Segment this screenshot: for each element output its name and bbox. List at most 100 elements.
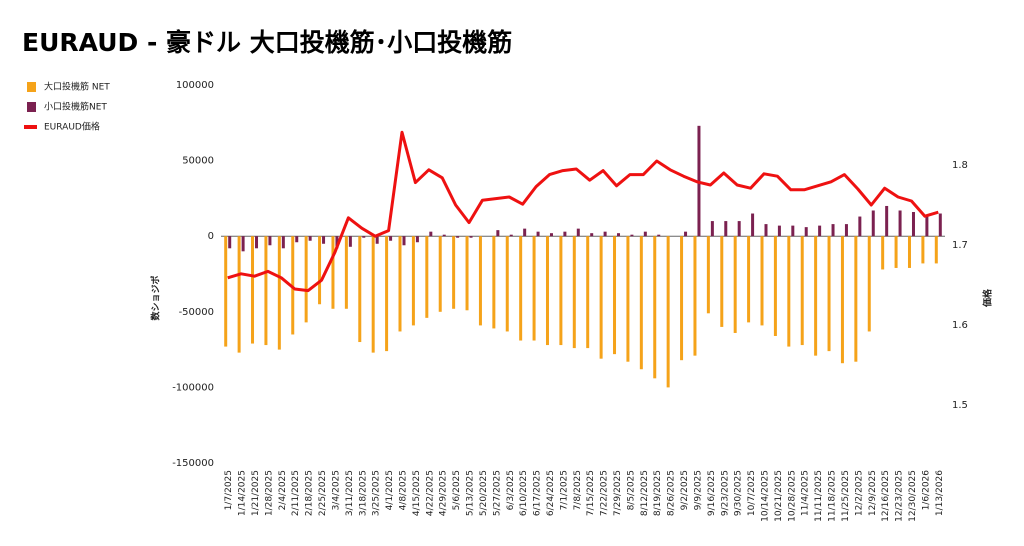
bar xyxy=(224,236,228,347)
bar xyxy=(228,236,232,249)
legend-swatch xyxy=(24,125,37,129)
x-tick-label: 12/2/2025 xyxy=(854,470,864,516)
bar xyxy=(277,236,281,350)
bar xyxy=(362,236,366,238)
x-tick-label: 4/29/2025 xyxy=(439,470,449,516)
x-tick-label: 11/25/2025 xyxy=(841,470,851,522)
x-tick-label: 2/18/2025 xyxy=(305,470,315,516)
bar xyxy=(791,225,795,237)
bar xyxy=(268,236,272,246)
x-tick-label: 2/4/2025 xyxy=(278,470,288,510)
x-tick-label: 5/20/2025 xyxy=(479,470,489,516)
x-tick-label: 7/15/2025 xyxy=(586,470,596,516)
bar xyxy=(375,236,379,244)
bar xyxy=(818,225,822,237)
x-tick-label: 11/11/2025 xyxy=(814,470,824,522)
x-tick-label: 6/10/2025 xyxy=(519,470,529,516)
legend-swatch xyxy=(27,82,36,92)
bar xyxy=(505,236,509,332)
bar xyxy=(706,236,710,314)
bar xyxy=(773,236,777,336)
bar xyxy=(657,234,661,237)
bar xyxy=(331,236,335,309)
bar xyxy=(402,236,406,246)
x-tick-label: 5/27/2025 xyxy=(492,470,502,516)
bar xyxy=(814,236,818,356)
y-tick-label: -100000 xyxy=(172,382,214,393)
x-tick-label: 3/11/2025 xyxy=(345,470,355,516)
x-tick-label: 10/21/2025 xyxy=(774,470,784,522)
x-tick-label: 11/4/2025 xyxy=(801,470,811,516)
bar xyxy=(693,236,697,356)
bar xyxy=(456,236,460,238)
x-tick-label: 1/14/2025 xyxy=(238,470,248,516)
bar xyxy=(724,221,728,237)
bar xyxy=(523,228,527,237)
bar xyxy=(643,231,647,237)
bar xyxy=(281,236,285,249)
y-tick-label: 50000 xyxy=(182,156,214,167)
x-tick-label: 9/2/2025 xyxy=(680,470,690,510)
x-tick-label: 10/7/2025 xyxy=(747,470,757,516)
x-tick-label: 3/18/2025 xyxy=(358,470,368,516)
bar xyxy=(907,236,911,268)
bar xyxy=(519,236,523,341)
bar xyxy=(934,236,938,264)
bar xyxy=(478,236,482,326)
bar xyxy=(251,236,255,344)
bar xyxy=(599,236,603,359)
bar xyxy=(496,230,500,237)
x-tick-label: 8/5/2025 xyxy=(626,470,636,510)
bar xyxy=(751,213,755,237)
y-tick-label: 100000 xyxy=(176,80,214,91)
bar xyxy=(563,231,567,237)
bar xyxy=(653,236,657,379)
bar xyxy=(626,236,630,362)
legend-swatch xyxy=(27,102,36,112)
bar xyxy=(800,236,804,346)
x-tick-label: 10/14/2025 xyxy=(761,470,771,522)
bar xyxy=(398,236,402,332)
bar xyxy=(411,236,415,326)
bar xyxy=(572,236,576,349)
bar xyxy=(308,236,312,241)
y2-axis-title: 価格 xyxy=(982,288,994,308)
bar xyxy=(385,236,389,352)
bar xyxy=(425,236,429,318)
bar xyxy=(465,236,469,311)
bar xyxy=(787,236,791,347)
y-tick-label: -50000 xyxy=(179,307,214,318)
bar xyxy=(720,236,724,327)
bar xyxy=(492,236,496,329)
bar xyxy=(371,236,375,353)
x-tick-label: 12/30/2025 xyxy=(908,470,918,522)
bar xyxy=(344,236,348,309)
x-tick-label: 6/24/2025 xyxy=(546,470,556,516)
bar xyxy=(255,236,259,249)
x-tick-label: 12/9/2025 xyxy=(868,470,878,516)
bar xyxy=(237,236,241,353)
bar xyxy=(747,236,751,323)
x-tick-label: 9/9/2025 xyxy=(693,470,703,510)
bar xyxy=(576,228,580,237)
bar xyxy=(429,231,433,237)
legend-label: 大口投機筋 NET xyxy=(44,81,110,93)
bar xyxy=(639,236,643,370)
bar xyxy=(881,236,885,270)
x-tick-label: 1/6/2026 xyxy=(921,470,931,511)
bar xyxy=(831,224,835,237)
bar xyxy=(925,215,929,237)
bar xyxy=(291,236,295,335)
x-tick-label: 8/19/2025 xyxy=(653,470,663,516)
x-tick-label: 7/22/2025 xyxy=(600,470,610,516)
bar xyxy=(318,236,322,305)
bar xyxy=(348,236,352,247)
bar xyxy=(532,236,536,341)
bar xyxy=(840,236,844,364)
x-tick-label: 4/1/2025 xyxy=(385,470,395,510)
bar xyxy=(804,227,808,237)
y-axis-title: 数ショジポ xyxy=(150,275,162,320)
bar xyxy=(938,213,942,237)
bar xyxy=(871,210,875,237)
x-tick-label: 1/28/2025 xyxy=(264,470,274,516)
